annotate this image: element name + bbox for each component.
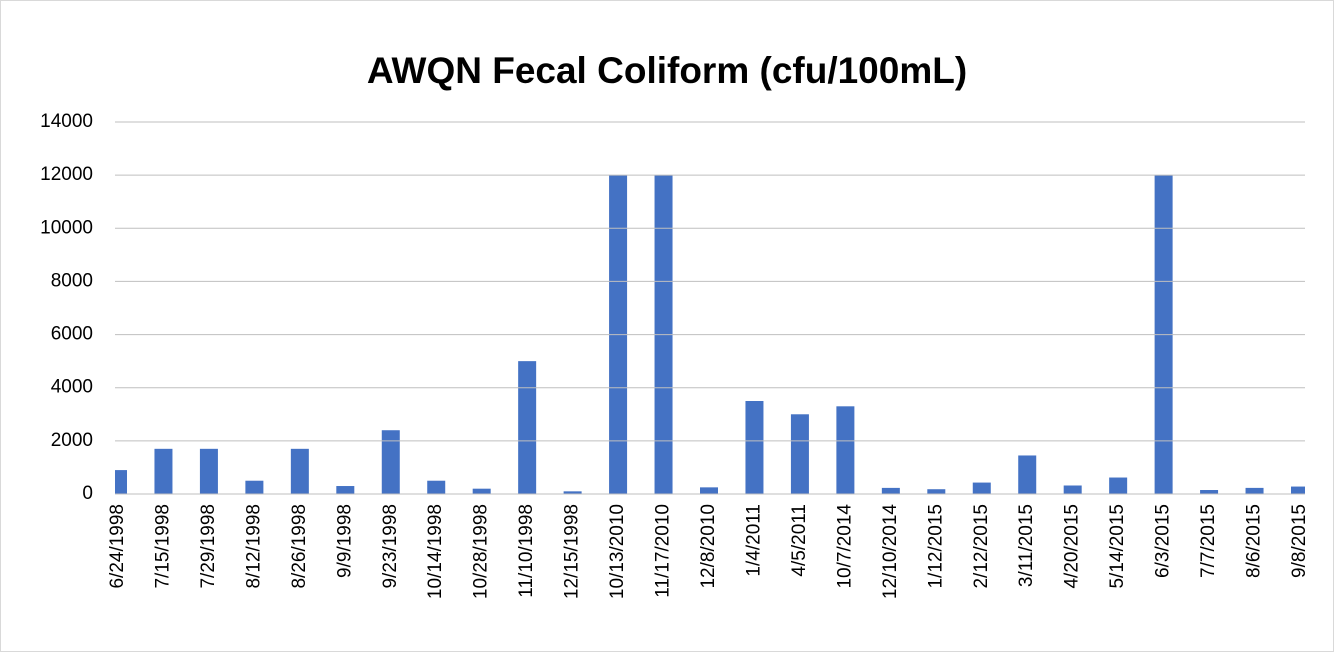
bar — [700, 487, 718, 494]
bar — [1291, 486, 1305, 494]
bar — [1063, 485, 1082, 494]
x-tick-label: 8/12/1998 — [243, 504, 264, 589]
bar — [472, 488, 491, 494]
x-tick-label: 10/13/2010 — [607, 504, 628, 599]
x-tick-label: 5/14/2015 — [1107, 504, 1128, 589]
bar — [745, 401, 764, 494]
bar — [790, 414, 809, 494]
x-tick-label: 12/8/2010 — [698, 504, 719, 589]
bar — [1018, 455, 1037, 494]
bar — [1109, 477, 1128, 494]
x-tick-label: 4/20/2015 — [1062, 504, 1083, 589]
bar — [881, 487, 900, 494]
y-tick-label: 0 — [82, 483, 93, 504]
x-tick-label: 7/29/1998 — [198, 504, 219, 589]
x-tick-label: 8/26/1998 — [289, 504, 310, 589]
y-tick-label: 6000 — [51, 324, 93, 345]
x-tick-label: 9/9/1998 — [334, 504, 355, 578]
bar — [154, 448, 173, 494]
y-tick-label: 8000 — [51, 270, 93, 291]
x-tick-label: 6/24/1998 — [107, 504, 128, 589]
x-tick-label: 10/14/1998 — [425, 504, 446, 599]
x-tick-label: 1/12/2015 — [925, 504, 946, 589]
x-tick-label: 7/15/1998 — [152, 504, 173, 589]
bar — [1200, 490, 1219, 494]
x-tick-label: 10/28/1998 — [471, 504, 492, 599]
y-tick-label: 4000 — [51, 377, 93, 398]
y-tick-label: 12000 — [40, 164, 93, 185]
x-tick-label: 3/11/2015 — [1016, 504, 1037, 587]
y-tick-label: 10000 — [40, 217, 93, 238]
bar — [518, 361, 537, 494]
x-tick-label: 12/15/1998 — [562, 504, 583, 599]
bar — [1245, 487, 1264, 494]
bar — [115, 470, 127, 494]
x-tick-label: 9/8/2015 — [1289, 504, 1310, 578]
x-tick-label: 11/17/2010 — [653, 504, 674, 598]
bar — [336, 486, 355, 494]
x-tick-label: 12/10/2014 — [880, 504, 901, 600]
x-tick-label: 9/23/1998 — [380, 504, 401, 589]
bar — [972, 482, 991, 494]
x-tick-label: 8/6/2015 — [1244, 504, 1265, 578]
x-tick-label: 10/7/2014 — [834, 504, 855, 589]
bar — [836, 406, 855, 494]
x-tick-label: 11/10/1998 — [516, 504, 537, 598]
bar — [245, 480, 264, 494]
chart-title: AWQN Fecal Coliform (cfu/100mL) — [367, 50, 967, 91]
bar — [927, 489, 946, 494]
bar — [381, 430, 400, 494]
x-tick-label: 1/4/2011 — [743, 504, 764, 577]
bar — [563, 491, 582, 494]
bar — [199, 448, 218, 494]
x-tick-label: 2/12/2015 — [971, 504, 992, 589]
y-tick-label: 2000 — [51, 430, 93, 451]
x-tick-label: 4/5/2011 — [789, 504, 810, 577]
x-tick-label: 6/3/2015 — [1153, 504, 1174, 578]
x-tick-label: 7/7/2015 — [1198, 504, 1219, 578]
bar — [290, 448, 309, 494]
plot-area — [115, 175, 1305, 494]
y-tick-label: 14000 — [40, 111, 93, 132]
bar — [427, 480, 446, 494]
